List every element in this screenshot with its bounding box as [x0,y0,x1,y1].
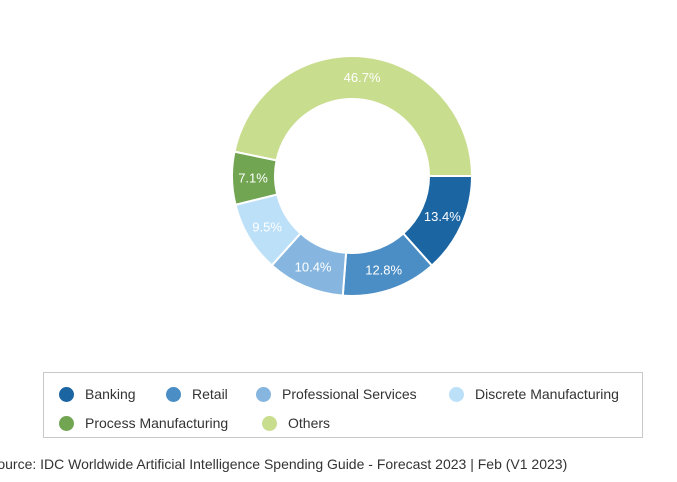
slice-label-others: 46.7% [344,70,381,85]
legend-swatch-professional-services [256,386,271,402]
slice-label-banking: 13.4% [424,209,461,224]
legend-row-1: Banking Retail Professional Services Dis… [44,383,642,405]
slice-label-professional-services: 10.4% [295,260,332,275]
legend-item-banking[interactable]: Banking [59,383,136,405]
legend-label-discrete-manufacturing: Discrete Manufacturing [475,386,619,402]
legend-item-process-manufacturing[interactable]: Process Manufacturing [59,412,228,434]
legend-item-professional-services[interactable]: Professional Services [256,383,417,405]
legend-item-others[interactable]: Others [262,412,330,434]
legend-swatch-retail [166,386,181,402]
legend-item-retail[interactable]: Retail [166,383,228,405]
legend-swatch-others [262,415,277,431]
legend-label-banking: Banking [85,386,136,402]
source-note: Source: IDC Worldwide Artificial Intelli… [0,456,568,472]
legend-item-discrete-manufacturing[interactable]: Discrete Manufacturing [449,383,619,405]
legend-label-retail: Retail [192,386,228,402]
slice-label-process-manufacturing: 7.1% [238,170,268,185]
legend-label-process-manufacturing: Process Manufacturing [85,415,229,431]
legend-label-others: Others [288,415,331,431]
donut-slices [231,55,474,297]
donut-slice-labels: 13.4% 12.8% 10.4% 9.5% 7.1% 46.7% [238,70,461,277]
slice-label-discrete-manufacturing: 9.5% [252,219,282,234]
legend-swatch-banking [59,386,74,402]
chart-legend: Banking Retail Professional Services Dis… [43,372,643,438]
legend-row-2: Process Manufacturing Others [44,412,642,434]
slice-label-retail: 12.8% [365,262,402,277]
donut-slice-others[interactable] [233,55,474,177]
legend-label-professional-services: Professional Services [282,386,417,402]
legend-swatch-discrete-manufacturing [449,386,464,402]
donut-chart: 13.4% 12.8% 10.4% 9.5% 7.1% 46.7% [231,55,474,297]
legend-swatch-process-manufacturing [59,415,74,431]
